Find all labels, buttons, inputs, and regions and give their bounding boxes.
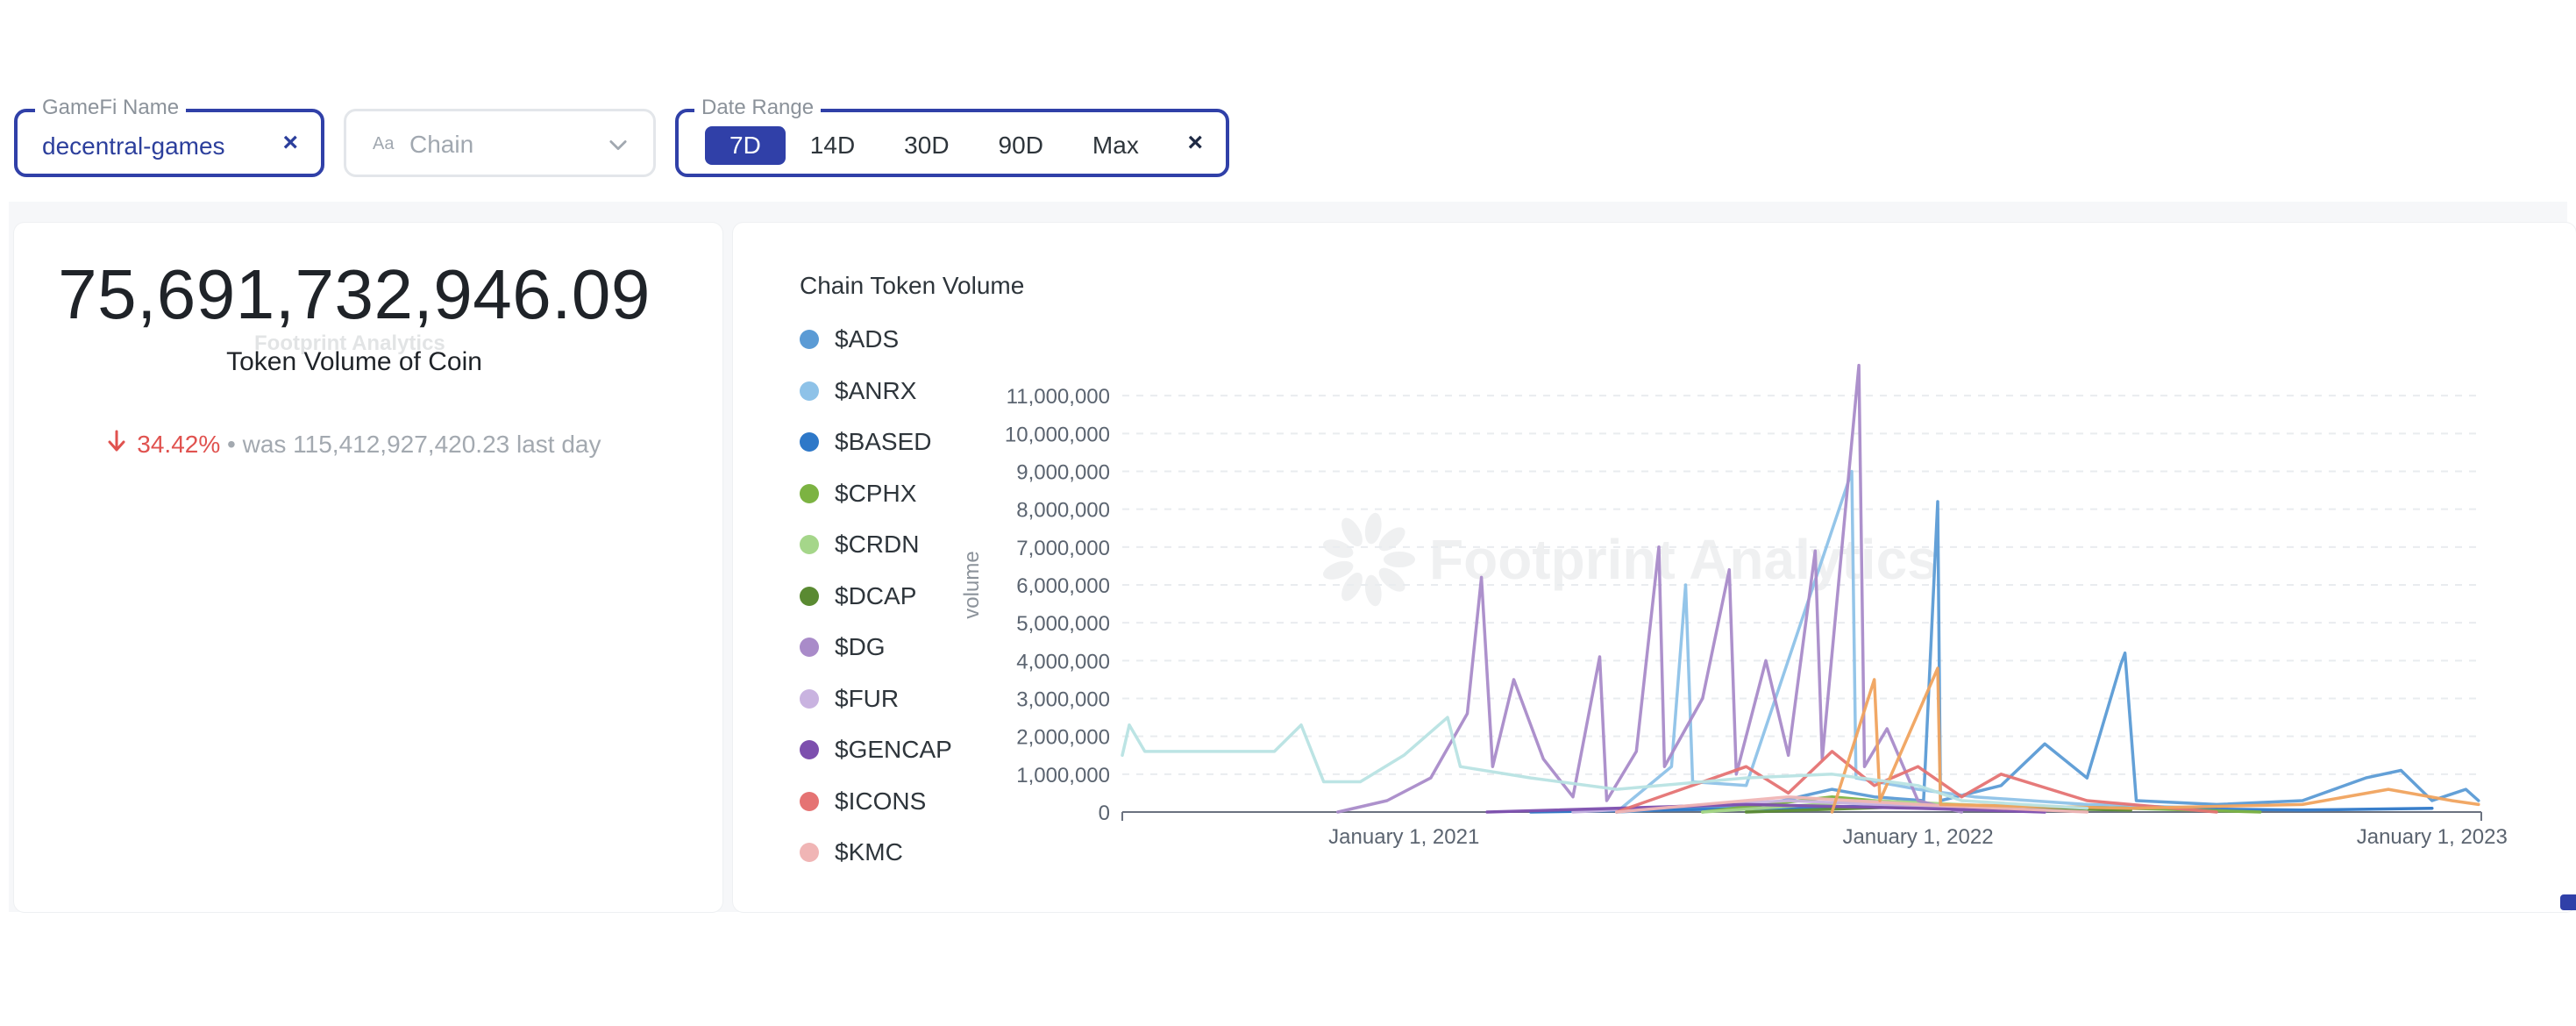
- chart-title: Chain Token Volume: [800, 272, 1025, 299]
- chart-legend: $ADS $ANRX $BASED $CPHX $CRDN $DCAP $DG $FUR $GE…: [800, 314, 952, 879]
- gamefi-name-filter[interactable]: GameFi Name decentral-games ×: [14, 96, 324, 177]
- previous-value-text: • was 115,412,927,420.23 last day: [227, 431, 601, 458]
- side-tab[interactable]: [2560, 894, 2576, 910]
- y-tick-label: 8,000,000: [1016, 499, 1110, 523]
- legend-label: $DG: [835, 633, 886, 661]
- legend-item[interactable]: $DCAP: [800, 571, 952, 623]
- arrow-down-icon: [107, 430, 126, 459]
- legend-dot-icon: [800, 843, 819, 863]
- legend-item[interactable]: $CRDN: [800, 519, 952, 571]
- legend-item[interactable]: $DG: [800, 622, 952, 673]
- legend-item[interactable]: $FUR: [800, 673, 952, 725]
- legend-label: $CRDN: [835, 531, 920, 559]
- y-tick-label: 3,000,000: [1016, 688, 1110, 712]
- legend-label: $ICONS: [835, 787, 927, 815]
- kpi-value: 75,691,732,946.09: [58, 255, 651, 333]
- y-axis-title: volume: [960, 551, 984, 618]
- legend-item[interactable]: $KMC: [800, 827, 952, 879]
- x-tick-label: January 1, 2021: [1328, 825, 1479, 849]
- kpi-caption: Token Volume of Coin: [226, 347, 482, 376]
- legend-dot-icon: [800, 688, 819, 709]
- chevron-down-icon[interactable]: [606, 132, 630, 157]
- y-tick-label: 5,000,000: [1016, 612, 1110, 636]
- line-chart: Footprint Analytics 0 1,000,000 2,000,000 3,…: [960, 363, 2508, 849]
- x-tick-label: January 1, 2022: [1842, 825, 1993, 849]
- series-line: [1615, 469, 2218, 814]
- date-option-90d[interactable]: 90D: [998, 132, 1043, 159]
- date-option-30d[interactable]: 30D: [904, 132, 950, 159]
- series-line: [1615, 794, 2089, 814]
- y-tick-label: 7,000,000: [1016, 537, 1110, 560]
- y-tick-label: 0: [1099, 802, 1110, 825]
- kpi-watermark: Footprint Analytics: [254, 331, 445, 355]
- change-percent: 34.42%: [137, 431, 221, 458]
- y-tick-label: 10,000,000: [1005, 423, 1110, 446]
- series-line: [1336, 363, 1964, 814]
- legend-dot-icon: [800, 535, 819, 555]
- legend-label: $ADS: [835, 325, 900, 353]
- series-line: [1485, 802, 2046, 814]
- close-icon[interactable]: ×: [1187, 128, 1203, 157]
- gamefi-name-value[interactable]: decentral-games: [42, 132, 225, 160]
- legend-label: $DCAP: [835, 581, 917, 609]
- legend-item[interactable]: $ICONS: [800, 776, 952, 828]
- legend-item[interactable]: $ANRX: [800, 366, 952, 417]
- legend-item[interactable]: $BASED: [800, 417, 952, 468]
- legend-dot-icon: [800, 381, 819, 401]
- y-tick-label: 2,000,000: [1016, 726, 1110, 750]
- legend-item[interactable]: $GENCAP: [800, 724, 952, 776]
- legend-item[interactable]: $ADS: [800, 314, 952, 366]
- legend-dot-icon: [800, 330, 819, 350]
- y-tick-label: 6,000,000: [1016, 574, 1110, 598]
- y-tick-label: 1,000,000: [1016, 764, 1110, 787]
- gamefi-name-label: GameFi Name: [35, 96, 187, 119]
- date-range-filter[interactable]: Date Range 7D 14D 30D 90D Max ×: [675, 96, 1229, 177]
- text-type-icon: Aa: [373, 134, 395, 153]
- date-option-max[interactable]: Max: [1092, 132, 1139, 159]
- legend-item[interactable]: $CPHX: [800, 468, 952, 520]
- legend-label: $CPHX: [835, 479, 917, 507]
- y-tick-label: 4,000,000: [1016, 650, 1110, 673]
- chain-placeholder: Chain: [409, 131, 474, 158]
- chain-filter[interactable]: Aa Chain: [344, 109, 656, 177]
- chart-watermark: Footprint Analytics: [1322, 512, 1939, 607]
- x-tick-label: January 1, 2023: [2357, 825, 2508, 849]
- y-tick-label: 9,000,000: [1016, 461, 1110, 485]
- legend-dot-icon: [800, 432, 819, 452]
- kpi-card: [14, 223, 722, 912]
- legend-dot-icon: [800, 586, 819, 606]
- close-icon[interactable]: ×: [282, 128, 298, 157]
- legend-label: $KMC: [835, 838, 903, 866]
- legend-dot-icon: [800, 740, 819, 760]
- legend-dot-icon: [800, 791, 819, 811]
- date-range-label: Date Range: [694, 96, 822, 119]
- date-option-14d[interactable]: 14D: [809, 132, 856, 159]
- series-line: [1121, 716, 2089, 810]
- legend-dot-icon: [800, 638, 819, 658]
- legend-label: $FUR: [835, 684, 900, 712]
- legend-label: $GENCAP: [835, 736, 952, 764]
- y-tick-label: 11,000,000: [1007, 385, 1110, 409]
- series-line: [1615, 750, 2218, 814]
- kpi-change: 34.42% • was 115,412,927,420.23 last day: [0, 430, 708, 459]
- date-range-options: 7D 14D 30D 90D Max: [705, 126, 1163, 165]
- legend-dot-icon: [800, 483, 819, 503]
- legend-label: $BASED: [835, 428, 932, 456]
- chart-card: [733, 223, 2576, 912]
- legend-label: $ANRX: [835, 376, 917, 404]
- date-option-7d[interactable]: 7D: [705, 126, 786, 165]
